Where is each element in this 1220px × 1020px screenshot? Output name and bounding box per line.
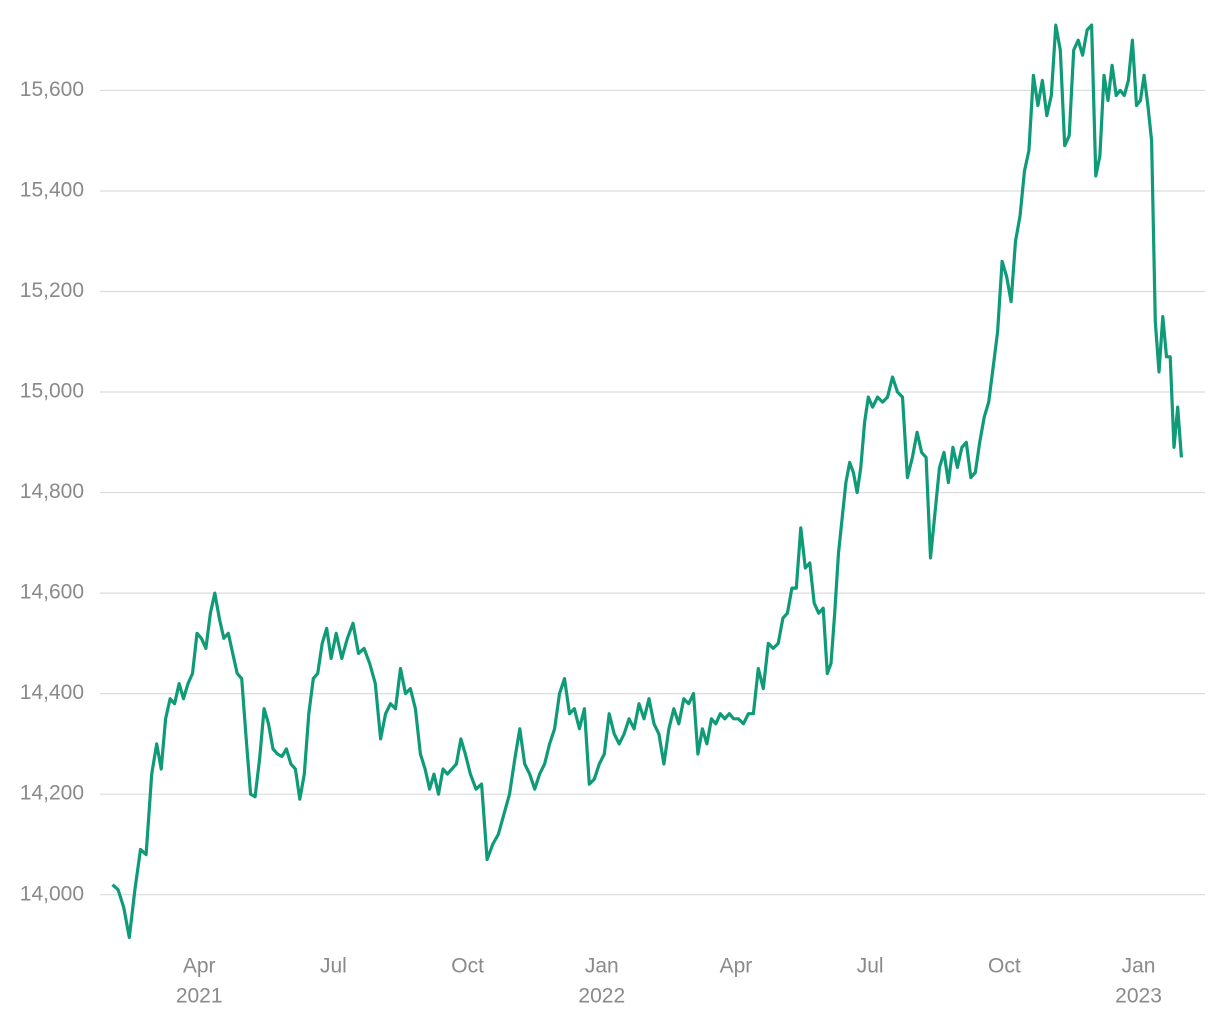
y-tick-label: 15,400 bbox=[20, 179, 84, 202]
x-tick-label: Jan bbox=[585, 955, 619, 978]
y-tick-label: 14,600 bbox=[20, 581, 84, 604]
y-tick-label: 14,800 bbox=[20, 480, 84, 503]
y-tick-label: 14,200 bbox=[20, 782, 84, 805]
y-tick-label: 14,400 bbox=[20, 681, 84, 704]
x-tick-label: Jul bbox=[320, 955, 347, 978]
y-tick-label: 15,000 bbox=[20, 380, 84, 403]
x-tick-label: Apr bbox=[720, 955, 753, 978]
x-tick-year: 2021 bbox=[176, 985, 223, 1008]
y-tick-label: 15,600 bbox=[20, 78, 84, 101]
x-tick-label: Oct bbox=[451, 955, 484, 978]
y-tick-label: 14,000 bbox=[20, 882, 84, 905]
x-tick-label: Apr bbox=[183, 955, 216, 978]
x-tick-label: Jan bbox=[1122, 955, 1156, 978]
x-tick-label: Oct bbox=[988, 955, 1021, 978]
x-tick-year: 2023 bbox=[1115, 985, 1162, 1008]
x-tick-year: 2022 bbox=[578, 985, 625, 1008]
line bbox=[111, 23, 1183, 939]
y-tick-label: 15,200 bbox=[20, 279, 84, 302]
x-tick-label: Jul bbox=[857, 955, 884, 978]
